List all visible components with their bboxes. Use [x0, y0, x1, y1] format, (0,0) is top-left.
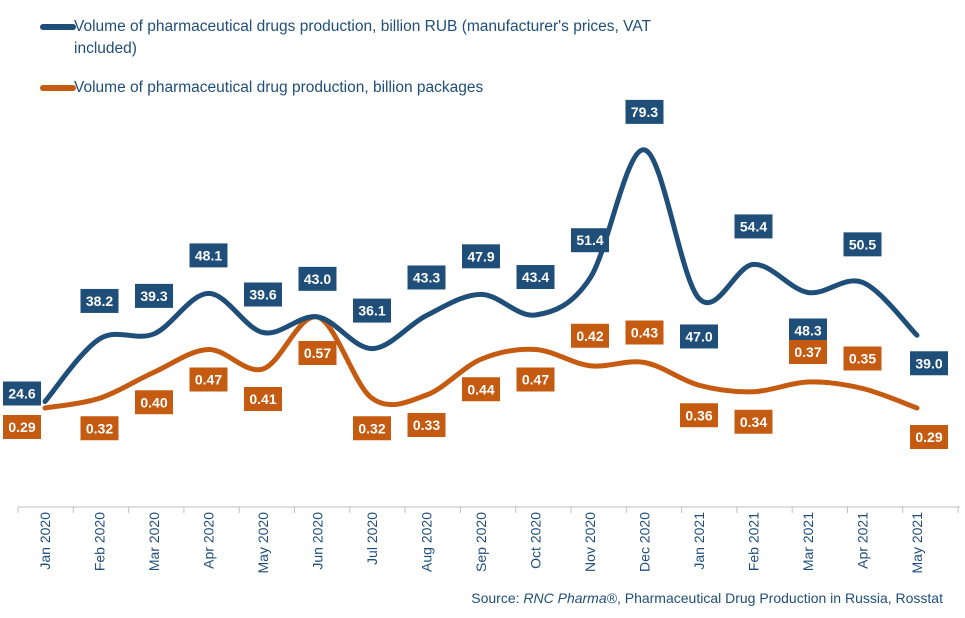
data-label-rub: 47.9 — [467, 248, 494, 264]
data-label-packages-box — [298, 341, 337, 365]
x-tick-label: Mar 2021 — [800, 512, 816, 571]
x-tick-label: May 2021 — [909, 512, 925, 574]
x-tick-label: Jan 2021 — [691, 512, 707, 570]
legend-entry-rub: Volume of pharmaceutical drugs productio… — [40, 16, 660, 60]
data-label-packages: 0.43 — [631, 325, 658, 341]
data-label-rub: 48.3 — [794, 322, 821, 338]
x-tick-label: Nov 2020 — [582, 512, 598, 572]
data-label-rub-box — [80, 288, 119, 313]
data-label-rub-box — [135, 283, 173, 308]
x-tick-label: Jun 2020 — [310, 512, 326, 570]
data-label-rub-box — [189, 243, 228, 268]
data-label-packages: 0.42 — [576, 328, 603, 344]
data-label-packages-box — [189, 367, 228, 392]
data-label-packages-box — [135, 390, 173, 415]
data-label-packages: 0.32 — [86, 420, 113, 436]
legend-label-packages: Volume of pharmaceutical drug production… — [74, 79, 484, 96]
data-label-packages-box — [734, 409, 773, 434]
x-tick-label: Aug 2020 — [419, 512, 435, 572]
data-label-rub: 50.5 — [849, 236, 876, 252]
data-label-rub: 48.1 — [195, 247, 222, 263]
source-suffix: , Pharmaceutical Drug Production in Russ… — [616, 590, 943, 606]
data-label-rub-box — [298, 266, 337, 291]
source-note: Source: RNC Pharma®, Pharmaceutical Drug… — [471, 590, 943, 606]
data-label-rub: 36.1 — [358, 303, 385, 319]
data-label-packages-box — [80, 416, 119, 441]
source-italic: RNC Pharma® — [523, 590, 617, 606]
legend-label-rub: Volume of pharmaceutical drugs productio… — [74, 18, 651, 57]
data-label-packages-box — [910, 425, 948, 449]
data-label-rub-box — [910, 351, 948, 376]
x-tick-label: May 2020 — [255, 512, 271, 574]
series-line-rub — [42, 147, 920, 404]
data-label-rub: 39.0 — [915, 355, 942, 371]
data-label-packages: 0.41 — [249, 391, 276, 407]
x-tick-label: Dec 2020 — [637, 512, 653, 572]
legend-swatch-packages — [40, 85, 76, 91]
data-label-packages-box — [516, 367, 555, 392]
source-prefix: Source: — [471, 590, 524, 606]
data-label-rub-box — [3, 381, 41, 406]
data-label-packages-box — [789, 340, 827, 364]
data-label-rub-box — [680, 324, 718, 349]
x-tick-label: Mar 2020 — [146, 512, 162, 571]
data-label-rub-box — [843, 232, 882, 257]
data-label-rub: 47.0 — [685, 328, 712, 344]
data-label-packages-box — [843, 346, 882, 371]
data-label-packages-box — [462, 377, 500, 402]
x-tick-label: Apr 2021 — [855, 512, 871, 569]
data-label-packages: 0.34 — [740, 414, 767, 430]
data-label-rub-box — [789, 318, 827, 343]
data-label-packages: 0.47 — [522, 372, 549, 388]
x-tick-label: Oct 2020 — [528, 512, 544, 569]
x-tick-label: Jan 2020 — [37, 512, 53, 570]
data-label-packages: 0.35 — [849, 351, 876, 367]
data-label-packages: 0.29 — [8, 419, 35, 435]
data-label-packages: 0.44 — [467, 381, 494, 397]
data-label-rub: 39.6 — [249, 287, 276, 303]
data-label-rub-box — [625, 99, 664, 124]
x-tick-label: Feb 2021 — [746, 512, 762, 571]
x-tick-label: Feb 2020 — [92, 512, 108, 571]
data-label-packages: 0.40 — [140, 394, 167, 410]
data-label-packages-box — [244, 387, 282, 411]
data-label-rub-box — [462, 244, 500, 269]
data-label-rub-box — [407, 265, 446, 290]
data-label-packages-box — [625, 320, 664, 345]
legend-swatch-rub — [40, 24, 76, 30]
data-label-rub-box — [571, 228, 609, 253]
data-label-rub: 43.0 — [304, 271, 331, 287]
data-label-rub: 38.2 — [86, 293, 113, 309]
data-label-rub: 39.3 — [140, 288, 167, 304]
data-label-packages: 0.29 — [915, 429, 942, 445]
legend-entry-packages: Volume of pharmaceutical drug production… — [40, 77, 660, 99]
data-label-packages-box — [680, 403, 718, 428]
data-label-packages-box — [3, 415, 41, 439]
data-label-packages-box — [353, 416, 391, 441]
x-tick-label: Sep 2020 — [473, 512, 489, 572]
data-label-rub: 43.3 — [413, 269, 440, 285]
data-label-rub: 79.3 — [631, 104, 658, 120]
data-label-rub: 54.4 — [740, 218, 767, 234]
data-label-packages: 0.33 — [413, 417, 440, 433]
data-label-packages-box — [571, 323, 609, 348]
data-label-packages: 0.37 — [794, 344, 821, 360]
data-label-rub-box — [244, 282, 282, 307]
data-label-rub: 51.4 — [576, 232, 603, 248]
data-label-packages: 0.32 — [358, 420, 385, 436]
data-label-rub: 43.4 — [522, 269, 549, 285]
data-label-rub: 24.6 — [8, 386, 35, 402]
data-label-rub-box — [353, 298, 391, 323]
x-tick-label: Jul 2020 — [364, 512, 380, 565]
data-label-packages: 0.36 — [685, 407, 712, 423]
data-label-rub-box — [734, 214, 773, 239]
x-tick-label: Apr 2020 — [201, 512, 217, 569]
series-line-packages — [42, 314, 920, 411]
data-label-packages: 0.57 — [304, 345, 331, 361]
data-label-packages-box — [407, 413, 446, 437]
data-label-packages: 0.47 — [195, 372, 222, 388]
data-label-rub-box — [516, 265, 555, 290]
